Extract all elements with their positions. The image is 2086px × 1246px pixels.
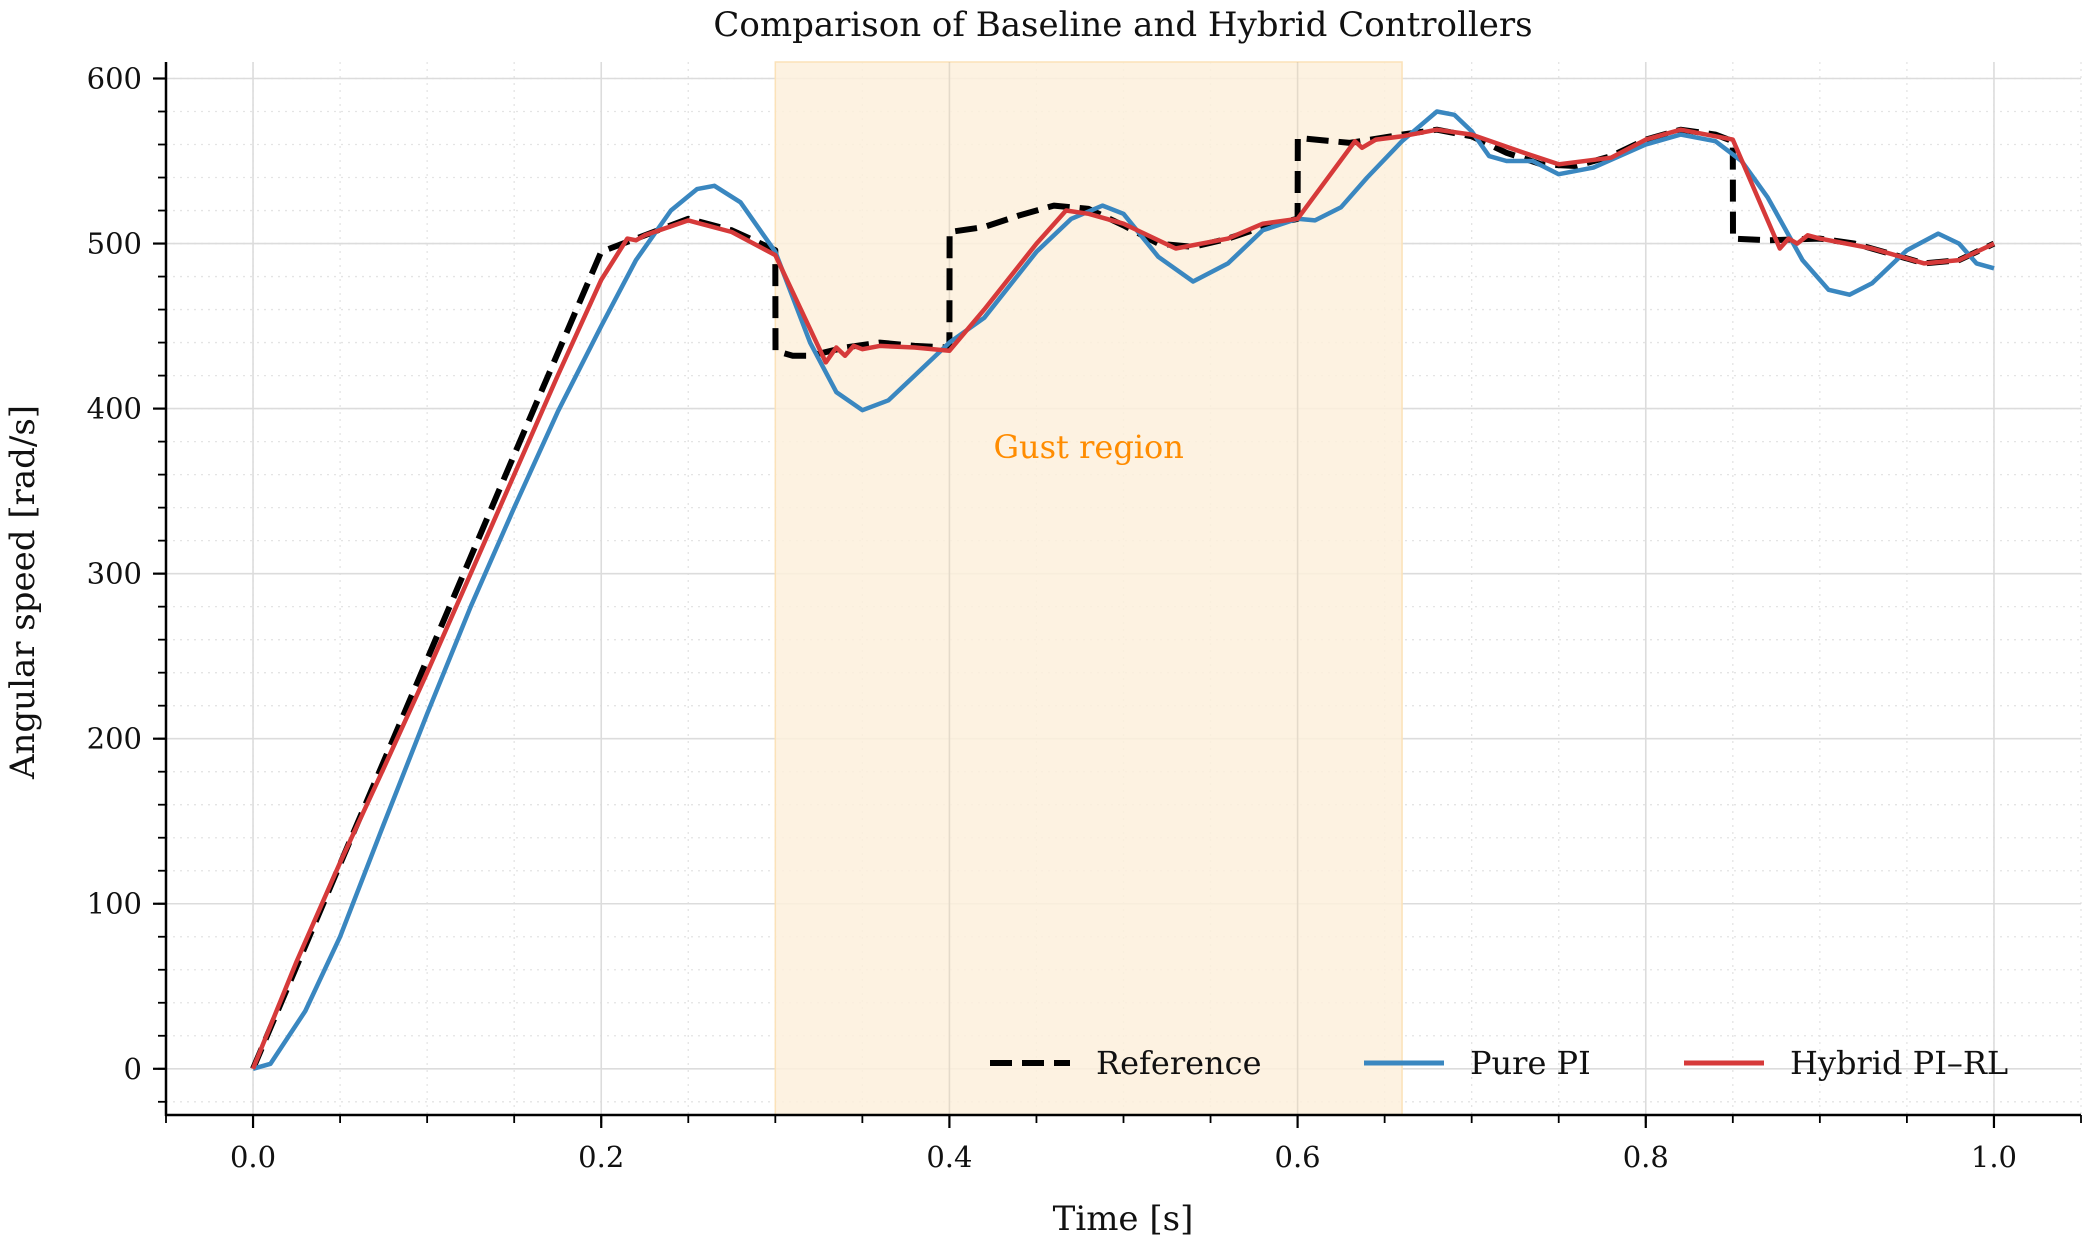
x-tick-label: 0.2 bbox=[578, 1140, 624, 1174]
y-tick-label: 100 bbox=[87, 887, 142, 921]
series-group bbox=[250, 109, 1996, 1071]
y-tick-label: 400 bbox=[87, 392, 142, 426]
legend: Reference Pure PI Hybrid PI–RL bbox=[990, 1044, 2008, 1082]
x-tick-label: 1.0 bbox=[1971, 1140, 2017, 1174]
legend-label: Hybrid PI–RL bbox=[1790, 1044, 2008, 1082]
y-axis-label: Angular speed [rad/s] bbox=[3, 405, 43, 780]
axes: 0.0 0.2 0.4 0.6 0.8 1.0 0 100 200 300 400 500 600 bbox=[87, 62, 2082, 1174]
y-tick-label: 200 bbox=[87, 722, 142, 756]
legend-label: Pure PI bbox=[1470, 1044, 1591, 1082]
chart-title: Comparison of Baseline and Hybrid Contro… bbox=[713, 5, 1532, 45]
x-axis-label: Time [s] bbox=[1053, 1199, 1194, 1239]
gust-region-label: Gust region bbox=[993, 428, 1183, 466]
gust-region-shade bbox=[774, 61, 1403, 1116]
y-tick-label: 500 bbox=[87, 227, 142, 261]
series-line-pure-pi bbox=[252, 109, 1995, 1071]
x-tick-label: 0.0 bbox=[230, 1140, 276, 1174]
y-tick-label: 300 bbox=[87, 557, 142, 591]
x-tick-label: 0.8 bbox=[1623, 1140, 1669, 1174]
legend-label: Reference bbox=[1096, 1044, 1262, 1082]
y-tick-label: 0 bbox=[124, 1052, 142, 1086]
x-tick-label: 0.6 bbox=[1275, 1140, 1321, 1174]
series-line-hybrid-pi-rl bbox=[250, 127, 1995, 1070]
x-tick-label: 0.4 bbox=[926, 1140, 972, 1174]
y-tick-label: 600 bbox=[87, 62, 142, 96]
